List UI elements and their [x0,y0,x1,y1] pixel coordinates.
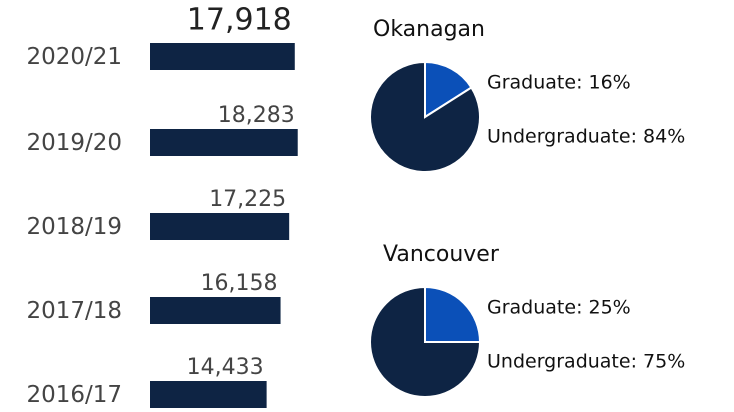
value-label: 14,433 [187,355,264,380]
bar [150,213,290,240]
slice-label: Undergraduate: 75% [487,351,685,373]
category-label: 2016/17 [26,382,122,408]
category-label: 2019/20 [26,130,122,156]
value-label: 16,158 [201,271,278,296]
slice-label: Graduate: 16% [487,72,631,94]
pie-title: Vancouver [383,242,500,267]
value-label: 17,918 [187,3,292,38]
value-label: 17,225 [209,187,286,212]
category-label: 2020/21 [26,44,122,70]
pie-title: Okanagan [373,17,485,42]
bar [150,381,267,408]
pie-slice [369,285,482,398]
slice-label: Graduate: 25% [487,297,631,319]
pie-slice [369,60,481,173]
category-label: 2017/18 [26,298,122,324]
bar [150,43,295,70]
bar [150,129,298,156]
category-label: 2018/19 [26,214,122,240]
pie-slice [424,60,473,119]
value-label: 18,283 [218,103,295,128]
bar [150,297,281,324]
pie-slice [424,285,482,343]
slice-label: Undergraduate: 84% [487,126,685,148]
